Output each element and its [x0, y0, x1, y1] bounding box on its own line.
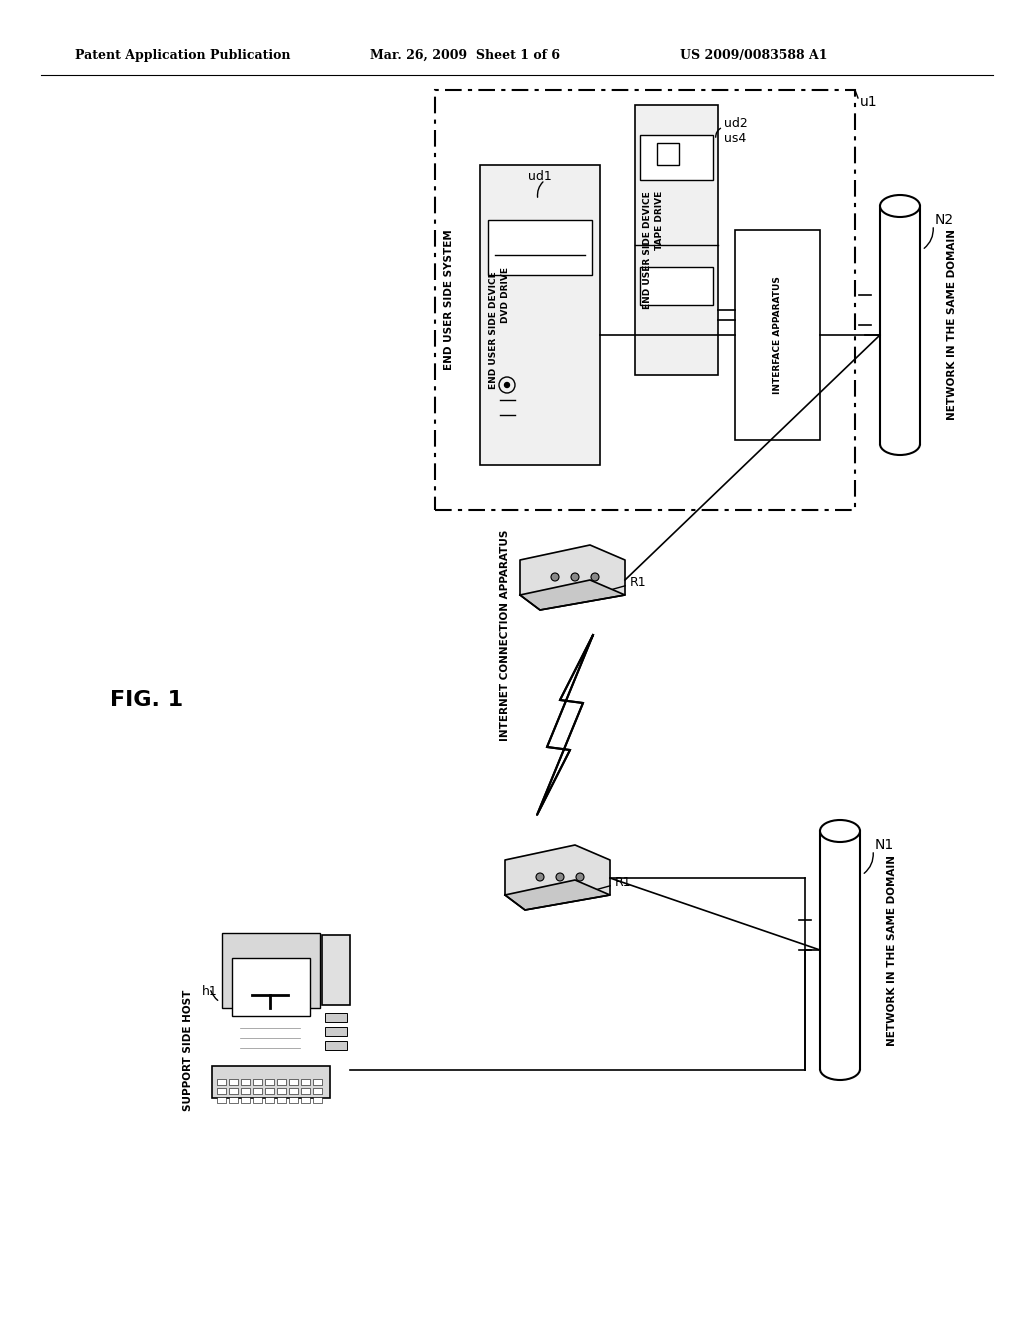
Circle shape: [571, 573, 579, 581]
Bar: [222, 933, 319, 1008]
Bar: [217, 1097, 226, 1104]
Text: FIG. 1: FIG. 1: [110, 690, 183, 710]
Polygon shape: [520, 545, 625, 610]
Bar: [322, 935, 350, 1005]
Bar: [229, 1088, 238, 1094]
Bar: [278, 1088, 286, 1094]
Circle shape: [536, 873, 544, 880]
Bar: [657, 143, 679, 165]
Text: NETWORK IN THE SAME DOMAIN: NETWORK IN THE SAME DOMAIN: [947, 230, 957, 421]
Polygon shape: [537, 635, 593, 814]
Text: N1: N1: [874, 838, 894, 851]
Bar: [313, 1097, 322, 1104]
Text: Patent Application Publication: Patent Application Publication: [75, 49, 291, 62]
Text: ud2: ud2: [724, 117, 748, 129]
Bar: [488, 220, 592, 275]
Text: R1: R1: [615, 876, 632, 890]
Bar: [635, 106, 718, 375]
Polygon shape: [505, 845, 610, 909]
Bar: [229, 1097, 238, 1104]
Polygon shape: [505, 880, 610, 909]
Bar: [253, 1097, 262, 1104]
Text: DVD DRIVE: DVD DRIVE: [502, 267, 511, 323]
Bar: [278, 1078, 286, 1085]
Text: INTERNET CONNECTION APPARATUS: INTERNET CONNECTION APPARATUS: [500, 529, 510, 741]
Bar: [313, 1088, 322, 1094]
Bar: [640, 135, 713, 180]
Bar: [301, 1097, 310, 1104]
Bar: [232, 958, 310, 1016]
Circle shape: [505, 383, 510, 388]
Bar: [289, 1078, 298, 1085]
Ellipse shape: [880, 195, 920, 216]
Bar: [301, 1078, 310, 1085]
Circle shape: [551, 573, 559, 581]
Text: SUPPORT SIDE HOST: SUPPORT SIDE HOST: [183, 989, 193, 1110]
Text: NETWORK IN THE SAME DOMAIN: NETWORK IN THE SAME DOMAIN: [887, 854, 897, 1045]
Bar: [241, 1078, 250, 1085]
Bar: [278, 1097, 286, 1104]
Bar: [229, 1078, 238, 1085]
Bar: [217, 1078, 226, 1085]
Bar: [265, 1078, 274, 1085]
Bar: [265, 1097, 274, 1104]
Circle shape: [556, 873, 564, 880]
Bar: [217, 1088, 226, 1094]
Bar: [640, 267, 713, 305]
Text: h1: h1: [202, 985, 218, 998]
Text: R1: R1: [630, 577, 646, 590]
Text: INTERFACE APPARATUS: INTERFACE APPARATUS: [773, 276, 782, 393]
Text: END USER SIDE DEVICE: END USER SIDE DEVICE: [642, 191, 651, 309]
Text: TAPE DRIVE: TAPE DRIVE: [655, 190, 665, 249]
Circle shape: [575, 873, 584, 880]
Bar: [325, 1041, 347, 1049]
Text: END USER SIDE SYSTEM: END USER SIDE SYSTEM: [444, 230, 454, 371]
Text: ud1: ud1: [528, 170, 552, 183]
Text: END USER SIDE DEVICE: END USER SIDE DEVICE: [488, 271, 498, 389]
Text: us4: us4: [724, 132, 746, 145]
Ellipse shape: [820, 820, 860, 842]
Bar: [480, 165, 600, 465]
Bar: [325, 1027, 347, 1036]
Text: US 2009/0083588 A1: US 2009/0083588 A1: [680, 49, 827, 62]
Bar: [735, 230, 820, 440]
Bar: [253, 1078, 262, 1085]
Bar: [241, 1097, 250, 1104]
Bar: [325, 1012, 347, 1022]
Bar: [241, 1088, 250, 1094]
Bar: [301, 1088, 310, 1094]
Bar: [253, 1088, 262, 1094]
Bar: [289, 1088, 298, 1094]
Text: u1: u1: [860, 95, 878, 110]
Bar: [212, 1067, 330, 1098]
Bar: [313, 1078, 322, 1085]
Polygon shape: [520, 579, 625, 610]
Text: N2: N2: [935, 213, 954, 227]
Bar: [265, 1088, 274, 1094]
Circle shape: [591, 573, 599, 581]
Bar: [435, 90, 855, 510]
Text: Mar. 26, 2009  Sheet 1 of 6: Mar. 26, 2009 Sheet 1 of 6: [370, 49, 560, 62]
Bar: [289, 1097, 298, 1104]
